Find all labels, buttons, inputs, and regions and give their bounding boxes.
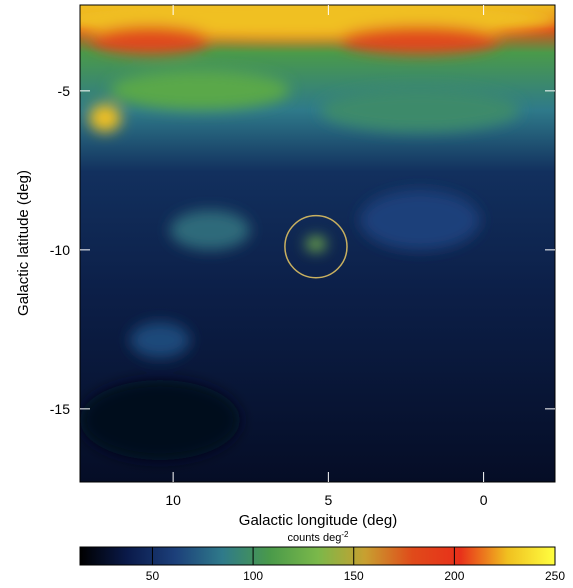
- source-circle: [284, 214, 348, 279]
- colorbar-tick-label: 50: [146, 569, 160, 583]
- colorbar-tick-label: 150: [344, 569, 364, 583]
- y-tick-label: -15: [50, 401, 70, 417]
- colorbar-tick-label: 100: [243, 569, 263, 583]
- map-image: [80, 5, 555, 482]
- x-tick-label: 10: [165, 492, 181, 508]
- y-tick-label: -10: [50, 242, 70, 258]
- x-tick-label: 5: [324, 492, 332, 508]
- colorbar-label-sup: -2: [341, 530, 349, 539]
- plot-frame: [79, 4, 556, 483]
- colorbar: [79, 546, 556, 566]
- x-tick-label: 0: [480, 492, 488, 508]
- y-tick-label: -5: [58, 83, 71, 99]
- colorbar-label: counts deg-2: [288, 530, 349, 544]
- colorbar-tick-label: 200: [444, 569, 464, 583]
- colorbar-tick-label: 250: [545, 569, 565, 583]
- y-axis-label: Galactic latitude (deg): [15, 170, 32, 316]
- colorbar-label-text: counts deg: [288, 532, 342, 544]
- x-axis-label: Galactic longitude (deg): [239, 512, 397, 529]
